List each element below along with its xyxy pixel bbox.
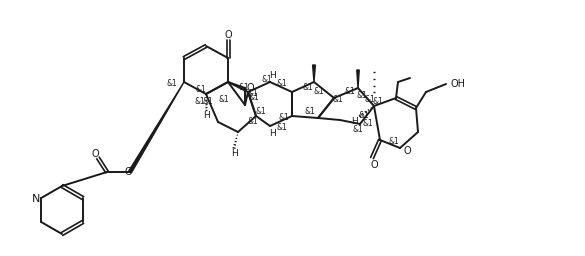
Text: &1: &1 — [239, 83, 249, 92]
Text: &1: &1 — [249, 93, 259, 102]
Text: &1: &1 — [256, 108, 266, 116]
Text: &1: &1 — [261, 76, 273, 84]
Polygon shape — [129, 82, 184, 173]
Text: H: H — [269, 129, 276, 137]
Text: OH: OH — [450, 79, 466, 89]
Text: O: O — [403, 146, 411, 156]
Text: &1: &1 — [277, 123, 287, 133]
Text: &1: &1 — [277, 80, 287, 89]
Text: H: H — [350, 118, 357, 126]
Text: &1: &1 — [247, 90, 259, 99]
Text: O: O — [370, 160, 378, 170]
Text: &1: &1 — [195, 86, 207, 94]
Text: &1: &1 — [195, 98, 205, 106]
Text: &1: &1 — [363, 120, 373, 129]
Text: &1: &1 — [278, 113, 290, 123]
Text: &1: &1 — [357, 91, 367, 101]
Text: O: O — [91, 149, 99, 159]
Text: H: H — [202, 112, 209, 121]
Text: &1: &1 — [353, 125, 363, 134]
Text: &1: &1 — [333, 95, 343, 104]
Polygon shape — [312, 65, 315, 82]
Text: &1: &1 — [359, 112, 369, 121]
Text: &1: &1 — [302, 83, 314, 92]
Text: &1: &1 — [305, 108, 315, 116]
Text: &1: &1 — [388, 137, 400, 146]
Text: O: O — [124, 167, 132, 177]
Text: &1: &1 — [219, 95, 229, 104]
Text: H: H — [269, 70, 276, 80]
Text: &1: &1 — [373, 98, 383, 106]
Polygon shape — [357, 70, 359, 88]
Text: &1: &1 — [247, 118, 259, 126]
Text: O: O — [224, 30, 232, 40]
Text: &1: &1 — [314, 88, 324, 97]
Text: O: O — [246, 83, 254, 93]
Text: &1: &1 — [167, 80, 177, 89]
Text: &1: &1 — [364, 95, 376, 104]
Text: N: N — [32, 194, 40, 204]
Text: &1: &1 — [345, 88, 355, 97]
Text: H: H — [230, 150, 238, 158]
Text: &1: &1 — [202, 98, 214, 106]
